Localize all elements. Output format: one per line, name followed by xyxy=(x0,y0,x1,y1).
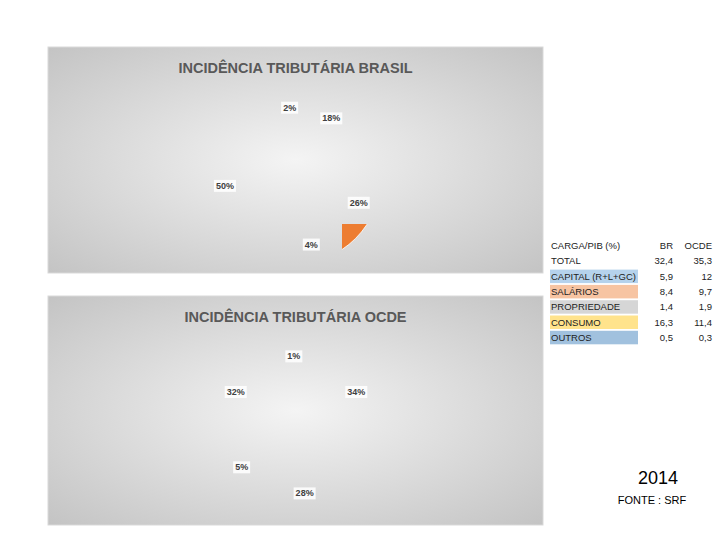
data-label: 4% xyxy=(303,239,320,251)
table-cell: CAPITAL (R+L+GC) xyxy=(551,271,636,282)
data-label-box xyxy=(303,239,320,251)
data-label-text: 26% xyxy=(350,198,368,208)
data-label: 50% xyxy=(214,180,236,192)
data-label: 2% xyxy=(281,102,298,114)
data-label-text: 18% xyxy=(322,113,340,123)
canvas: INCIDÊNCIA TRIBUTÁRIA BRASIL 18% 26% 4% 50% 2… xyxy=(0,0,720,540)
table-cell: 5,9 xyxy=(660,271,673,282)
table-cell: CONSUMO xyxy=(551,317,601,328)
data-label-text: 50% xyxy=(216,181,234,191)
data-label-box xyxy=(345,386,367,398)
data-label-box xyxy=(225,386,247,398)
pie-chart: INCIDÊNCIA TRIBUTÁRIA BRASIL 18% 26% 4% 50% 2… xyxy=(48,47,543,273)
data-label-box xyxy=(285,350,302,362)
slices xyxy=(342,224,381,264)
pie-chart: INCIDÊNCIA TRIBUTÁRIA OCDE 34% 28% 5% 32% 1% xyxy=(48,296,543,525)
table-cell: 11,4 xyxy=(694,317,712,328)
table-cell: PROPRIEDADE xyxy=(551,301,620,312)
table-row-swatch xyxy=(550,300,638,314)
chart-background xyxy=(48,47,543,273)
data-label-box xyxy=(348,197,370,209)
data-label-text: 1% xyxy=(287,351,300,361)
data-label: 26% xyxy=(348,197,370,209)
data-label-box xyxy=(233,461,250,473)
data-label: 5% xyxy=(233,461,250,473)
data-label-text: 5% xyxy=(235,462,248,472)
table-cell: 0,5 xyxy=(660,332,673,343)
table-cell: SALÁRIOS xyxy=(551,286,599,297)
data-label: 18% xyxy=(320,112,342,124)
chart-background xyxy=(48,296,543,525)
data-label: 28% xyxy=(294,487,316,499)
table-cell: TOTAL xyxy=(551,255,581,266)
table-cell: 1,9 xyxy=(699,301,712,312)
table-cell: 12 xyxy=(701,271,712,282)
table-cell: 16,3 xyxy=(655,317,674,328)
table-header: BR xyxy=(660,240,673,251)
table: CARGA/PIB (%) BR OCDE TOTAL 32,4 35,3 CAPITAL … xyxy=(550,240,712,344)
table-row-swatch xyxy=(550,331,638,345)
table-header: OCDE xyxy=(685,240,712,251)
table-cell: 32,4 xyxy=(655,255,674,266)
table-cell: 35,3 xyxy=(694,255,713,266)
data-label: 1% xyxy=(285,350,302,362)
data-label-box xyxy=(281,102,298,114)
table-row-swatch xyxy=(550,285,638,299)
chart-title: INCIDÊNCIA TRIBUTÁRIA OCDE xyxy=(184,308,406,325)
table-cell: OUTROS xyxy=(551,332,592,343)
table-row-swatch xyxy=(550,270,638,284)
table-cell: 0,3 xyxy=(699,332,712,343)
table-row-swatch xyxy=(550,316,638,330)
table-cell: 8,4 xyxy=(660,286,673,297)
table-header: CARGA/PIB (%) xyxy=(551,240,620,251)
data-label: 34% xyxy=(345,386,367,398)
data-labels: 34% 28% 5% 32% 1% xyxy=(225,350,368,499)
data-label-text: 2% xyxy=(283,103,296,113)
data-label: 32% xyxy=(225,386,247,398)
source: FONTE : SRF xyxy=(618,494,687,506)
data-label-text: 4% xyxy=(305,240,318,250)
data-label-box xyxy=(214,180,236,192)
data-label-text: 32% xyxy=(227,387,245,397)
pie-slice xyxy=(342,224,381,258)
year: 2014 xyxy=(638,468,678,488)
chart-title: INCIDÊNCIA TRIBUTÁRIA BRASIL xyxy=(178,59,412,76)
data-label-box xyxy=(320,112,342,124)
data-label-box xyxy=(294,487,316,499)
data-label-text: 28% xyxy=(296,488,314,498)
data-label-text: 34% xyxy=(347,387,365,397)
table-cell: 9,7 xyxy=(699,286,712,297)
table-cell: 1,4 xyxy=(660,301,673,312)
data-labels: 18% 26% 4% 50% 2% xyxy=(214,102,370,251)
